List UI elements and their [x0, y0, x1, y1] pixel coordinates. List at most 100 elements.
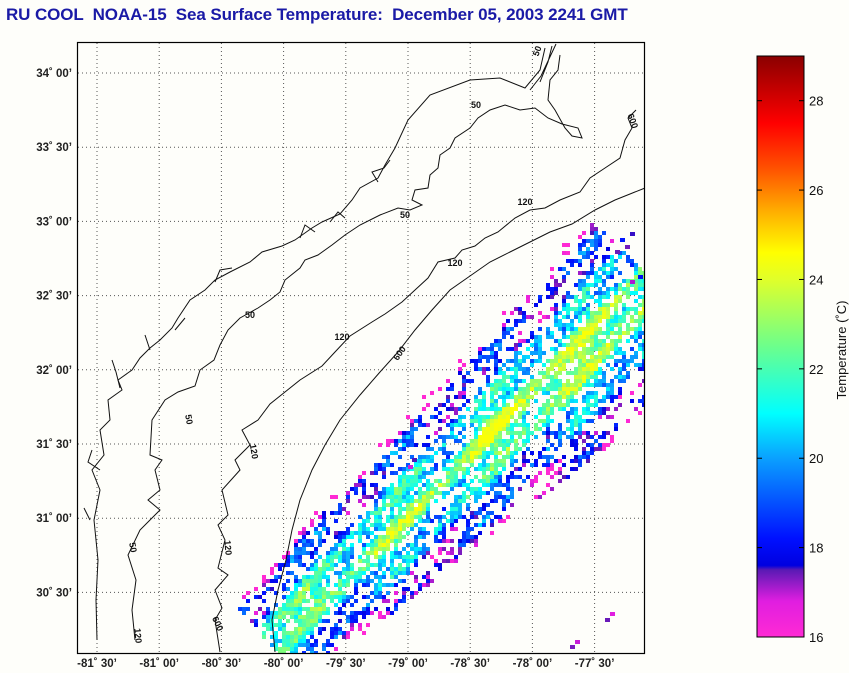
colorbar-bar	[756, 55, 805, 638]
sst-pixel	[518, 339, 522, 343]
sst-pixel	[546, 287, 550, 291]
sst-pixel	[522, 443, 526, 447]
sst-pixel	[582, 351, 586, 355]
sst-pixel	[566, 243, 570, 247]
sst-pixel	[426, 487, 430, 491]
sst-pixel	[386, 591, 390, 595]
sst-pixel	[338, 619, 342, 623]
sst-pixel	[422, 527, 426, 531]
sst-pixel	[498, 459, 502, 463]
sst-pixel	[594, 283, 598, 287]
sst-pixel	[602, 395, 606, 399]
sst-pixel	[362, 567, 366, 571]
sst-pixel	[410, 475, 414, 479]
sst-pixel	[542, 375, 546, 379]
sst-pixel	[490, 395, 494, 399]
sst-pixel	[594, 247, 598, 251]
sst-pixel	[554, 355, 558, 359]
sst-pixel	[542, 351, 546, 355]
sst-pixel	[390, 511, 394, 515]
sst-pixel	[346, 579, 350, 583]
sst-pixel	[574, 383, 578, 387]
sst-pixel	[506, 451, 510, 455]
sst-pixel	[482, 519, 486, 523]
sst-pixel	[350, 555, 354, 559]
sst-pixel	[374, 595, 378, 599]
sst-pixel	[502, 447, 506, 451]
sst-pixel	[522, 459, 526, 463]
sst-pixel	[574, 399, 578, 403]
sst-pixel	[534, 479, 538, 483]
sst-pixel	[438, 491, 442, 495]
sst-pixel	[514, 459, 518, 463]
sst-pixel	[454, 455, 458, 459]
sst-pixel	[638, 303, 642, 307]
sst-pixel	[290, 611, 294, 615]
sst-pixel	[566, 475, 570, 479]
sst-pixel	[594, 375, 598, 379]
sst-pixel	[590, 443, 594, 447]
sst-pixel	[374, 503, 378, 507]
sst-pixel	[610, 415, 614, 419]
sst-pixel	[634, 351, 638, 355]
sst-pixel	[598, 447, 602, 451]
sst-pixel	[350, 575, 354, 579]
sst-pixel	[490, 351, 494, 355]
sst-pixel	[362, 523, 366, 527]
sst-pixel	[290, 595, 294, 599]
sst-pixel	[610, 255, 614, 259]
sst-pixel	[458, 419, 462, 423]
sst-pixel	[426, 503, 430, 507]
sst-pixel	[634, 283, 638, 287]
sst-pixel	[590, 351, 594, 355]
sst-pixel	[558, 343, 562, 347]
sst-pixel	[450, 435, 454, 439]
sst-pixel	[462, 495, 466, 499]
sst-pixel	[538, 495, 542, 499]
sst-pixel	[594, 367, 598, 371]
sst-pixel	[414, 483, 418, 487]
sst-pixel	[454, 515, 458, 519]
sst-pixel	[574, 331, 578, 335]
sst-pixel	[338, 587, 342, 591]
sst-pixel	[454, 519, 458, 523]
sst-pixel	[438, 411, 442, 415]
sst-pixel	[470, 487, 474, 491]
sst-pixel	[642, 403, 644, 407]
contour-label: 50	[471, 100, 481, 110]
sst-pixel	[298, 579, 302, 583]
sst-pixel	[606, 351, 610, 355]
sst-pixel	[642, 315, 644, 319]
sst-pixel	[462, 459, 466, 463]
sst-pixel	[398, 579, 402, 583]
sst-pixel	[446, 551, 450, 555]
sst-pixel	[390, 583, 394, 587]
sst-pixel	[470, 439, 474, 443]
sst-pixel	[486, 455, 490, 459]
sst-pixel	[598, 315, 602, 319]
sst-pixel	[558, 339, 562, 343]
sst-pixel	[642, 303, 644, 307]
sst-pixel	[606, 387, 610, 391]
sst-pixel	[402, 595, 406, 599]
sst-pixel	[554, 375, 558, 379]
sst-pixel	[294, 611, 298, 615]
sst-pixel	[546, 295, 550, 299]
sst-pixel	[306, 567, 310, 571]
sst-pixel	[342, 535, 346, 539]
sst-pixel	[406, 531, 410, 535]
sst-pixel	[454, 499, 458, 503]
sst-pixel	[498, 439, 502, 443]
colorbar-tick-label: 22	[809, 362, 823, 377]
sst-pixel	[466, 503, 470, 507]
sst-pixel	[266, 607, 270, 611]
sst-pixel	[586, 443, 590, 447]
sst-pixel	[442, 523, 446, 527]
sst-pixel	[398, 495, 402, 499]
sst-pixel	[462, 447, 466, 451]
sst-pixel	[318, 531, 322, 535]
sst-pixel	[606, 287, 610, 291]
sst-pixel	[294, 631, 298, 635]
sst-pixel	[482, 395, 486, 399]
